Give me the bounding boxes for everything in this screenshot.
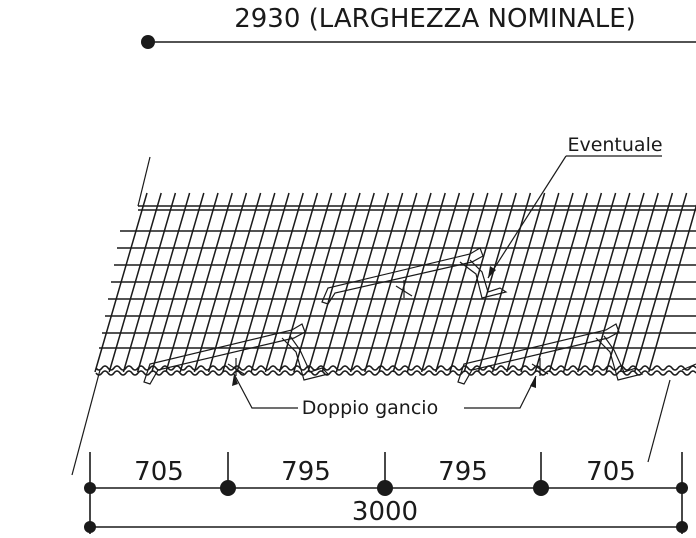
mesh-panel xyxy=(71,156,696,476)
total-label: 3000 xyxy=(352,497,418,527)
left-edge-leader xyxy=(137,156,151,207)
total-dot-right xyxy=(676,521,688,533)
mesh-horizontal-bars xyxy=(99,230,696,349)
segment-dot-3 xyxy=(377,480,393,496)
nominal-width-title: 2930 (LARGHEZZA NOMINALE) xyxy=(234,4,636,34)
segment-dot-4 xyxy=(533,480,549,496)
doppio-gancio-leader-right xyxy=(464,375,537,409)
doppio-gancio-arrow-left xyxy=(232,374,238,386)
segment-dot-1 xyxy=(84,482,96,494)
segment-label-4: 705 xyxy=(586,457,636,487)
eventuale-arrowhead xyxy=(488,266,496,278)
nominal-width-dot xyxy=(141,35,155,49)
eventuale-label: Eventuale xyxy=(567,134,662,156)
doppio-gancio-label: Doppio gancio xyxy=(302,397,438,419)
eventuale-callout: Eventuale xyxy=(487,134,663,279)
right-edge-leader xyxy=(681,363,696,371)
nominal-width-dimension: 2930 (LARGHEZZA NOMINALE) xyxy=(141,4,696,49)
right-lower-leader xyxy=(647,379,671,463)
total-dimension: 3000 xyxy=(84,496,688,534)
segment-dot-5 xyxy=(676,482,688,494)
eventuale-leader xyxy=(487,155,567,279)
segment-dot-2 xyxy=(220,480,236,496)
doppio-gancio-arrow-right xyxy=(530,376,536,388)
mesh-bottom-edge xyxy=(95,365,696,371)
hook-lower-left xyxy=(143,323,330,385)
segment-dimension: 705 795 795 705 xyxy=(84,452,688,496)
mesh-bottom-edge-inner xyxy=(95,370,696,376)
segment-label-1: 705 xyxy=(134,457,184,487)
segment-label-3: 795 xyxy=(438,457,488,487)
doppio-gancio-leader-left xyxy=(233,373,298,409)
segment-label-2: 795 xyxy=(281,457,331,487)
hook-lower-right xyxy=(457,323,644,385)
total-dot-left xyxy=(84,521,96,533)
hook-upper xyxy=(321,247,508,305)
doppio-gancio-callout: Doppio gancio xyxy=(232,373,537,419)
left-lower-leader xyxy=(71,369,101,476)
